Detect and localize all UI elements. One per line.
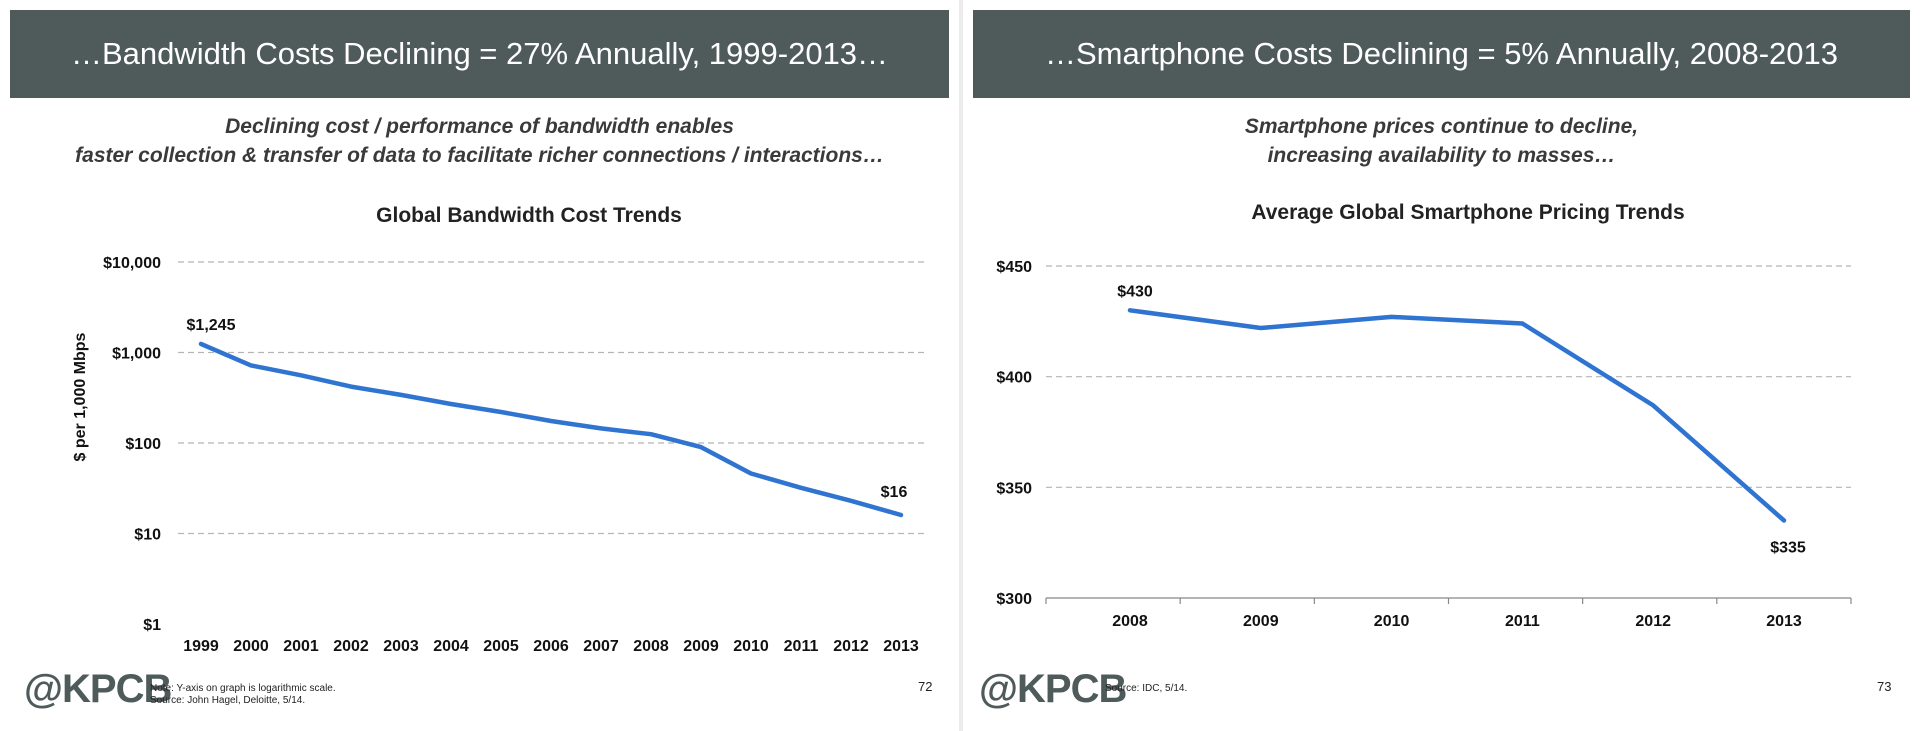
x-tick-label: 2010 [1374, 613, 1410, 630]
slide-bandwidth: …Bandwidth Costs Declining = 27% Annuall… [0, 0, 959, 731]
x-tick-label: 2010 [733, 638, 769, 655]
page-number: 73 [1877, 679, 1892, 694]
x-tick-label: 2000 [233, 638, 269, 655]
slide-header: …Bandwidth Costs Declining = 27% Annuall… [10, 10, 949, 98]
x-tick-label: 2012 [833, 638, 869, 655]
y-tick-label: $1,000 [112, 346, 161, 363]
y-tick-label: $400 [996, 370, 1032, 387]
slide-smartphone: …Smartphone Costs Declining = 5% Annuall… [963, 0, 1920, 731]
x-tick-label: 2013 [883, 638, 919, 655]
y-tick-label: $10,000 [103, 255, 161, 272]
x-tick-label: 2005 [483, 638, 519, 655]
x-tick-label: 2011 [1505, 613, 1540, 630]
y-axis-title: $ per 1,000 Mbps [72, 332, 89, 461]
slide-subtitle: Declining cost / performance of bandwidt… [0, 112, 959, 170]
y-tick-label: $450 [996, 259, 1032, 276]
bandwidth-chart: Global Bandwidth Cost Trends $1 $10 $100 $1,… [72, 204, 924, 655]
data-label: $430 [1117, 283, 1153, 300]
footnote-line: Source: IDC, 5/14. [1105, 683, 1188, 694]
page-number: 72 [918, 679, 933, 694]
slide-header: …Smartphone Costs Declining = 5% Annuall… [973, 10, 1910, 98]
data-label: $1,245 [187, 317, 236, 334]
subtitle-line: faster collection & transfer of data to … [75, 144, 884, 167]
y-tick-label: $300 [996, 591, 1032, 608]
data-label: $335 [1770, 540, 1806, 557]
x-tick-label: 2001 [283, 638, 319, 655]
footnote-line: Note: Y-axis on graph is logarithmic sca… [150, 683, 336, 694]
kpcb-logo: @KPCB [979, 667, 1127, 711]
x-tick-label: 2008 [633, 638, 669, 655]
subtitle-line: Smartphone prices continue to decline, [1244, 115, 1639, 138]
x-tick-label: 1999 [183, 638, 219, 655]
chart-title: Average Global Smartphone Pricing Trends [1251, 201, 1684, 224]
x-tick-label: 2009 [683, 638, 719, 655]
x-tick-label: 2011 [784, 638, 819, 655]
x-tick-label: 2003 [383, 638, 419, 655]
x-tick-label: 2009 [1243, 613, 1279, 630]
y-tick-label: $1 [143, 617, 161, 634]
subtitle-line: increasing availability to masses… [1267, 144, 1616, 167]
x-tick-label: 2007 [583, 638, 619, 655]
subtitle-line: Declining cost / performance of bandwidt… [225, 115, 734, 138]
series-line [198, 341, 904, 518]
data-label: $16 [881, 484, 908, 501]
y-tick-label: $10 [134, 527, 161, 544]
chart-title: Global Bandwidth Cost Trends [376, 204, 682, 227]
y-tick-label: $350 [996, 480, 1032, 497]
x-tick-label: 2013 [1766, 613, 1802, 630]
y-tick-label: $100 [125, 436, 161, 453]
x-tick-label: 2012 [1635, 613, 1671, 630]
series-line [1127, 308, 1787, 523]
x-tick-label: 2002 [333, 638, 369, 655]
footnote-line: Source: John Hagel, Deloitte, 5/14. [150, 695, 306, 706]
smartphone-chart: Average Global Smartphone Pricing Trends… [996, 201, 1852, 630]
footnote: Source: IDC, 5/14. [1105, 683, 1187, 695]
footnote: Note: Y-axis on graph is logarithmic sca… [150, 683, 336, 707]
x-tick-label: 2006 [533, 638, 569, 655]
kpcb-logo: @KPCB [24, 667, 172, 711]
x-tick-label: 2008 [1112, 613, 1148, 630]
slide-subtitle: Smartphone prices continue to decline, i… [963, 112, 1920, 170]
x-tick-label: 2004 [433, 638, 469, 655]
